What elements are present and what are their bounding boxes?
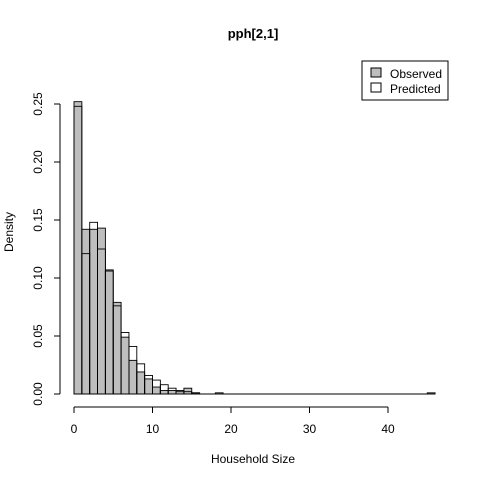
axes-layer: 0 10 20 30 40 0.00 0.05 0.10 0.15 0.20 0.25 [31,92,395,436]
y-tick-label-0: 0.00 [31,382,45,406]
y-axis-label: Density [2,212,16,252]
bar-observed-0 [73,101,83,395]
bar-observed-3 [97,227,106,395]
y-tick-label-3: 0.15 [31,208,45,232]
legend: Observed Predicted [361,60,449,101]
x-tick-label-0: 0 [71,422,78,436]
legend-label-observed: Observed [390,67,442,81]
bar-observed-14 [183,387,193,395]
x-tick-label-4: 40 [381,422,395,436]
chart-title: pph[2,1] [228,26,279,41]
bar-observed-8 [136,371,146,395]
bar-observed-6 [120,336,130,395]
bar-observed-12 [167,390,177,395]
bar-observed-7 [128,359,138,395]
legend-label-predicted: Predicted [390,82,441,96]
x-tick-label-2: 20 [224,422,238,436]
y-tick-label-1: 0.05 [31,324,45,348]
bar-observed-11 [159,390,169,395]
bar-observed-9 [144,378,153,395]
bar-observed-4 [104,269,114,395]
x-axis-label: Household Size [211,452,295,466]
legend-swatch-predicted [370,82,382,93]
bar-observed-2 [89,228,98,395]
y-tick-label-2: 0.10 [31,266,45,290]
legend-swatch-observed [370,67,382,78]
bars-layer [73,101,436,395]
x-tick-label-1: 10 [146,422,160,436]
x-tick-label-3: 30 [303,422,317,436]
y-tick-label-5: 0.25 [31,92,45,116]
bar-observed-5 [112,301,122,395]
bar-observed-10 [152,386,161,395]
y-tick-label-4: 0.20 [31,150,45,174]
